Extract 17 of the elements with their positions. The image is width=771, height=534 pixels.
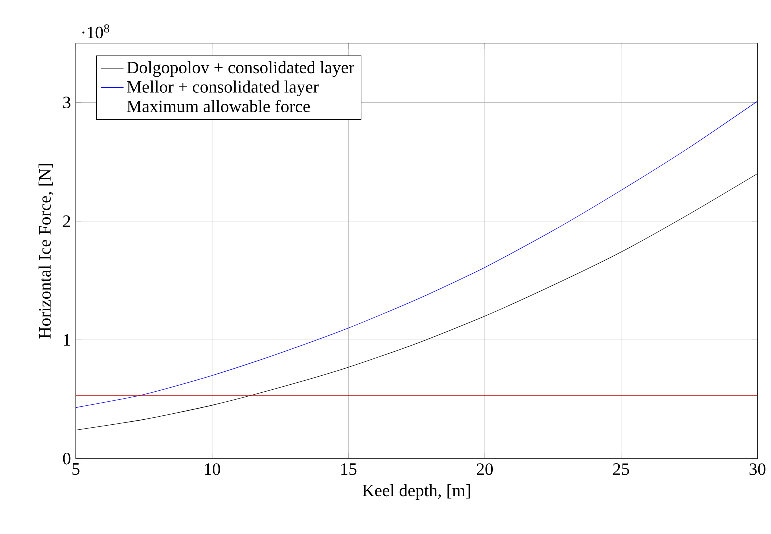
y-tick-label: 2 bbox=[63, 216, 70, 228]
text: ·10$^{8}$ bbox=[82, 24, 110, 39]
legend-label: Dolgopolov + consolidated layer bbox=[127, 61, 355, 78]
x-tick-label: 25 bbox=[613, 463, 630, 476]
line-series bbox=[76, 101, 758, 408]
y-tick-label: 0 bbox=[63, 452, 71, 465]
x-axis-title: Keel depth, [m] bbox=[362, 484, 470, 500]
legend-label: Mellor + consolidated layer bbox=[127, 80, 319, 96]
x-tick-label: 10 bbox=[205, 463, 220, 476]
x-tick-label: 30 bbox=[750, 463, 766, 476]
y-axis-title: Horizontal Ice Force, [N] bbox=[38, 164, 54, 339]
x-tick-label: 20 bbox=[477, 463, 494, 476]
legend-label: Maximum allowable force bbox=[127, 100, 310, 112]
y-tick-label: 3 bbox=[63, 96, 71, 108]
x-tick-label: 5 bbox=[72, 463, 80, 475]
y-tick-label: 1 bbox=[64, 334, 70, 346]
x-tick-label: 15 bbox=[342, 463, 357, 476]
